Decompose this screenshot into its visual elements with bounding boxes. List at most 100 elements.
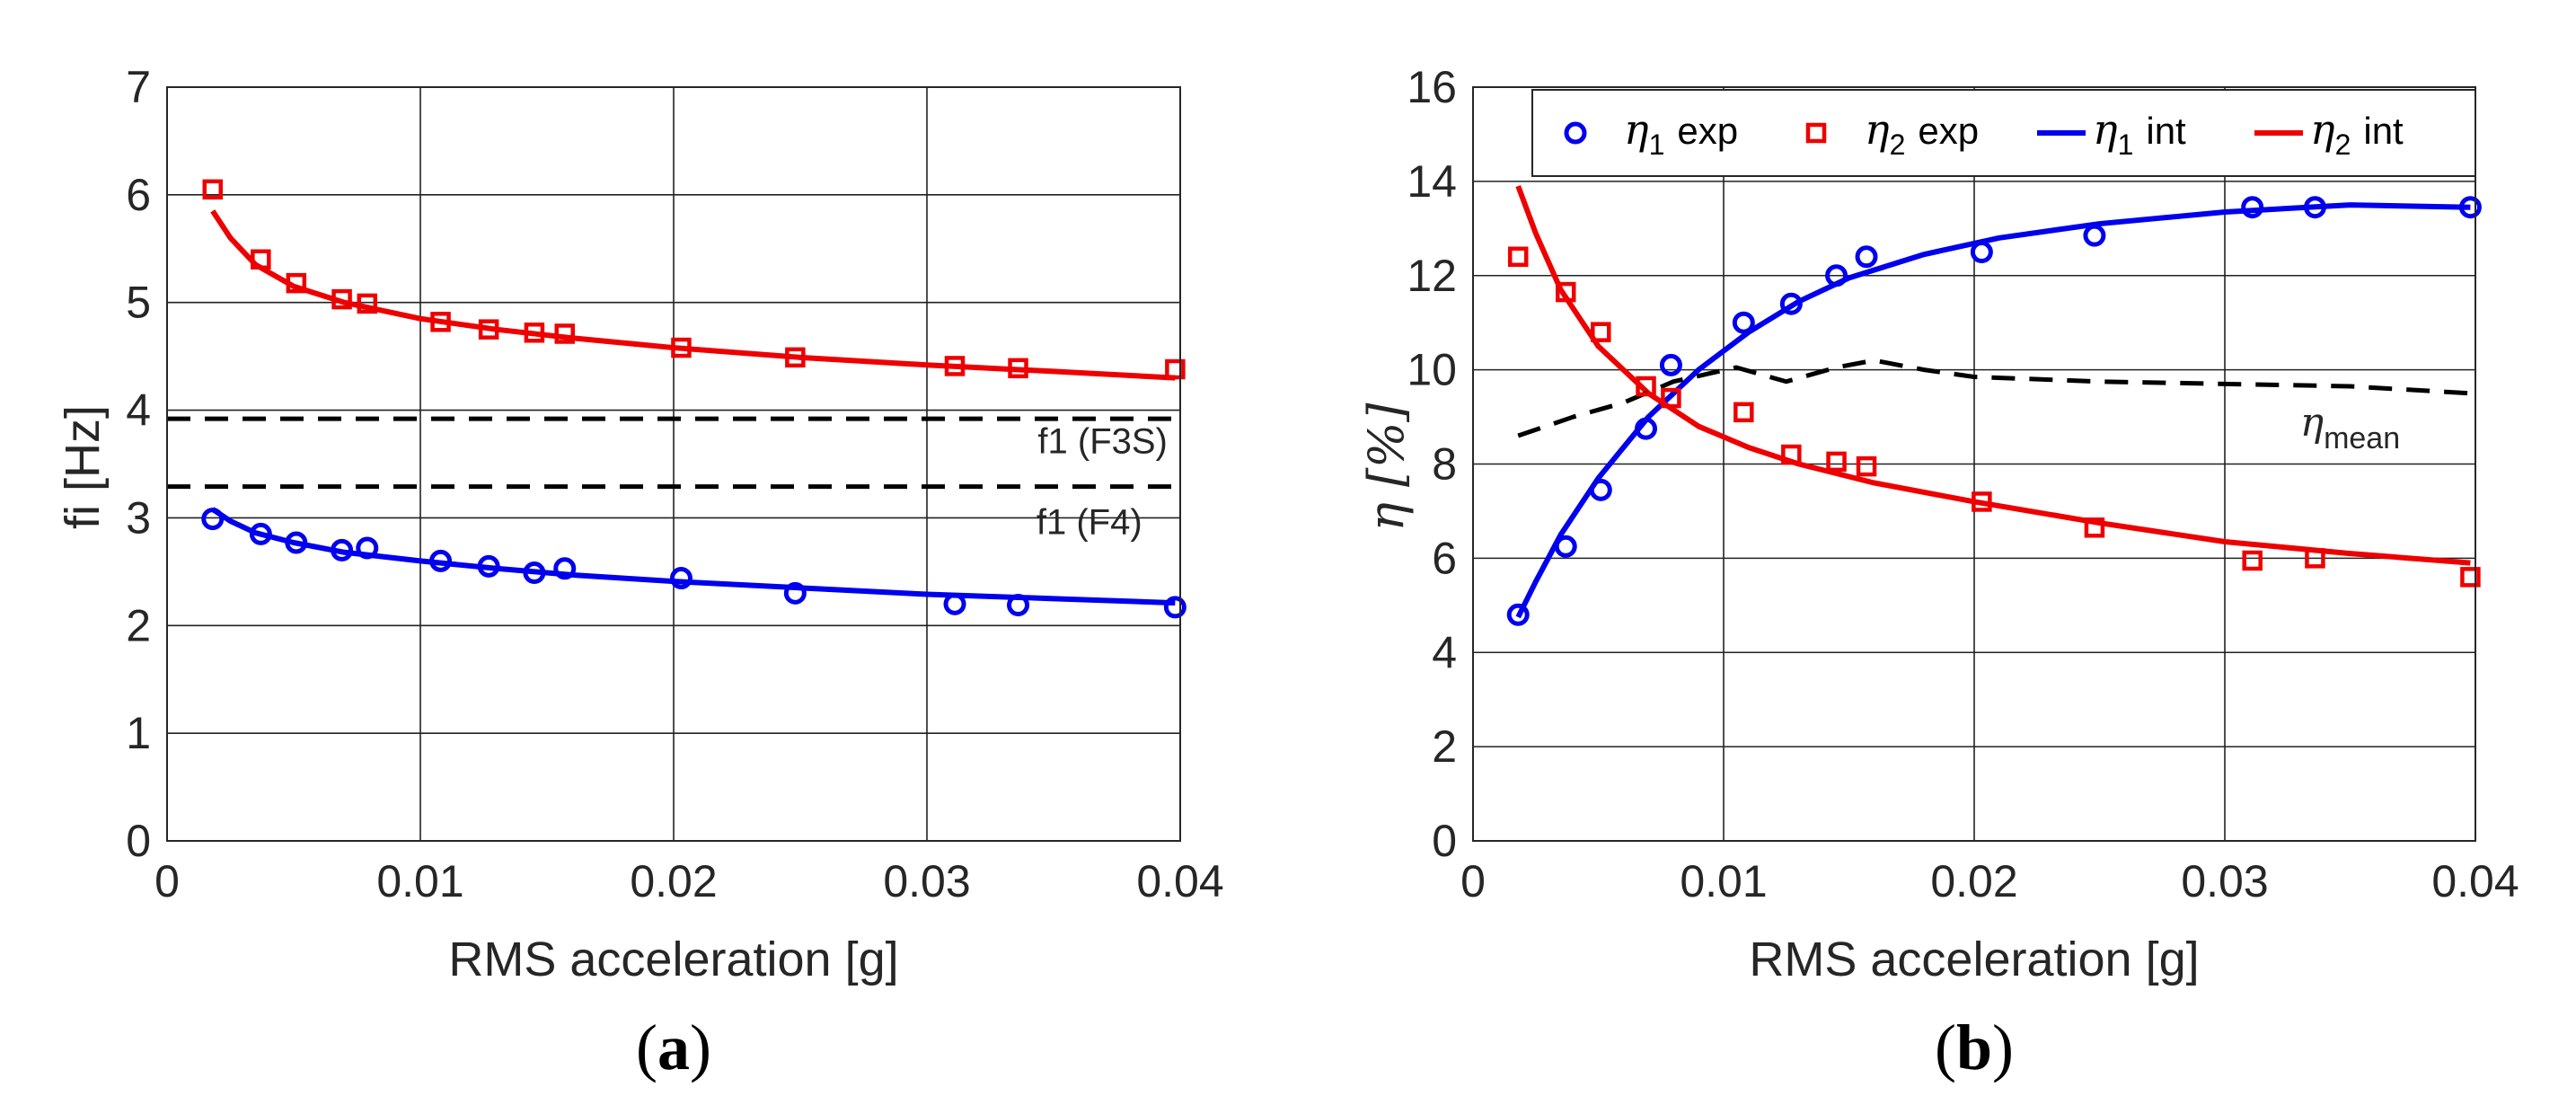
panel-a-label-letter: a xyxy=(657,1012,690,1083)
panel-a-grid xyxy=(167,87,1180,841)
annotation-eta-mean: ηmean xyxy=(2300,400,2400,455)
marker-point xyxy=(524,323,545,343)
marker-point xyxy=(1007,594,1030,617)
y-tick-label: 0 xyxy=(1432,816,1457,866)
series-line-η2-int xyxy=(1515,185,2471,566)
marker-point xyxy=(1555,281,1576,303)
marker-point xyxy=(478,319,499,340)
marker-point xyxy=(357,293,378,314)
marker-point xyxy=(2083,224,2106,247)
x-tick-label: 0 xyxy=(154,856,180,906)
x-tick-label: 0.04 xyxy=(2431,856,2519,906)
panel-b-y-axis-label: η [%] xyxy=(1358,402,1415,532)
panel-b-y-ticks: 0 2 4 6 8 10 12 14 16 xyxy=(1407,62,1457,866)
legend-symbol: η xyxy=(2093,105,2118,154)
legend-symbol: η xyxy=(1865,105,1890,154)
y-tick-label: 6 xyxy=(1432,533,1457,583)
legend-subscript: 2 xyxy=(2335,128,2351,161)
marker-point xyxy=(331,288,352,310)
y-tick-label: 16 xyxy=(1407,62,1457,112)
marker-point xyxy=(1779,292,1803,315)
marker-point xyxy=(1661,387,1681,409)
marker-point xyxy=(331,538,354,561)
legend-text: exp xyxy=(1677,110,1738,152)
marker-point xyxy=(1591,322,1611,342)
y-tick-label: 10 xyxy=(1407,345,1457,395)
legend-entry-label: η2 exp xyxy=(1865,105,1979,161)
marker-point xyxy=(251,249,271,270)
legend-subscript: 1 xyxy=(1649,128,1665,161)
marker-point xyxy=(2458,196,2482,219)
marker-point xyxy=(1972,491,1992,512)
legend-text: int xyxy=(2363,110,2404,152)
legend-subscript: 2 xyxy=(1890,128,1906,161)
legend-marker-square xyxy=(1805,122,1827,144)
series-line-f2-int xyxy=(210,209,1176,381)
x-tick-label: 0 xyxy=(1460,856,1486,906)
legend-entry-label: η1 int xyxy=(2093,105,2186,161)
panel-b-label-close: ) xyxy=(1992,1012,2014,1083)
marker-point xyxy=(1825,264,1848,287)
series-line-η1-int xyxy=(1515,202,2471,619)
legend-text: int xyxy=(2146,110,2186,152)
y-tick-label: 2 xyxy=(126,600,151,650)
legend-subscript: 1 xyxy=(2118,128,2134,161)
marker-point xyxy=(1734,402,1754,423)
marker-point xyxy=(785,347,806,368)
legend-text: exp xyxy=(1918,110,1979,152)
panel-b-grid xyxy=(1473,87,2475,841)
panel-b-label-letter: b xyxy=(1956,1012,1992,1083)
panel-b-annotations: ηmean xyxy=(2300,400,2400,455)
marker-point xyxy=(671,337,692,358)
y-tick-label: 0 xyxy=(126,816,151,866)
panel-a-label-open: ( xyxy=(636,1012,657,1083)
marker-point xyxy=(1856,455,1877,477)
x-tick-label: 0.01 xyxy=(1680,856,1767,906)
marker-point xyxy=(1636,376,1656,397)
y-tick-label: 4 xyxy=(1432,627,1457,677)
marker-point xyxy=(2305,548,2325,569)
annotation-subscript: mean xyxy=(2324,421,2400,455)
panel-b-x-axis-label: RMS acceleration [g] xyxy=(1749,933,2199,986)
panel-a-annotations: f1 (F3S) f1 (F4) xyxy=(1037,422,1168,543)
marker-point xyxy=(1507,246,1529,268)
panel-a-label: (a) xyxy=(636,1012,711,1083)
annotation-symbol: η xyxy=(2300,400,2324,446)
panel-a-x-axis-label: RMS acceleration [g] xyxy=(448,933,898,986)
marker-point xyxy=(1008,358,1028,379)
panel-a-series xyxy=(167,179,1187,619)
panel-b-label-open: ( xyxy=(1935,1012,1956,1083)
panel-a-axes-frame xyxy=(166,86,1181,842)
x-tick-label: 0.01 xyxy=(376,856,463,906)
marker-point xyxy=(944,356,966,376)
marker-point xyxy=(2303,196,2326,219)
marker-point xyxy=(2460,567,2481,588)
marker-point xyxy=(1732,311,1755,334)
marker-point xyxy=(202,179,224,200)
panel-a-label-close: ) xyxy=(690,1012,711,1083)
legend-symbol: η xyxy=(1624,105,1649,154)
marker-point xyxy=(1970,241,1993,264)
marker-point xyxy=(1826,451,1847,473)
legend-entry-label: η1 exp xyxy=(1624,105,1738,161)
marker-point xyxy=(523,561,546,585)
marker-point xyxy=(430,312,451,332)
series-line-f1-int xyxy=(211,507,1176,606)
panel-b-series xyxy=(1506,185,2482,626)
marker-point xyxy=(1506,603,1530,626)
annotation-label: f1 (F4) xyxy=(1037,502,1142,542)
panel-b-x-ticks: 0 0.01 0.02 0.03 0.04 xyxy=(1460,856,2519,906)
x-tick-label: 0.04 xyxy=(1136,856,1223,906)
legend-box xyxy=(1531,89,2476,177)
marker-point xyxy=(285,531,308,554)
y-tick-label: 8 xyxy=(1432,439,1457,490)
marker-point xyxy=(249,522,272,545)
legend-symbol: η xyxy=(2310,105,2335,154)
x-tick-label: 0.03 xyxy=(2181,856,2268,906)
marker-point xyxy=(1635,417,1658,440)
marker-point xyxy=(783,581,807,605)
marker-point xyxy=(943,592,966,615)
marker-point xyxy=(669,567,693,590)
